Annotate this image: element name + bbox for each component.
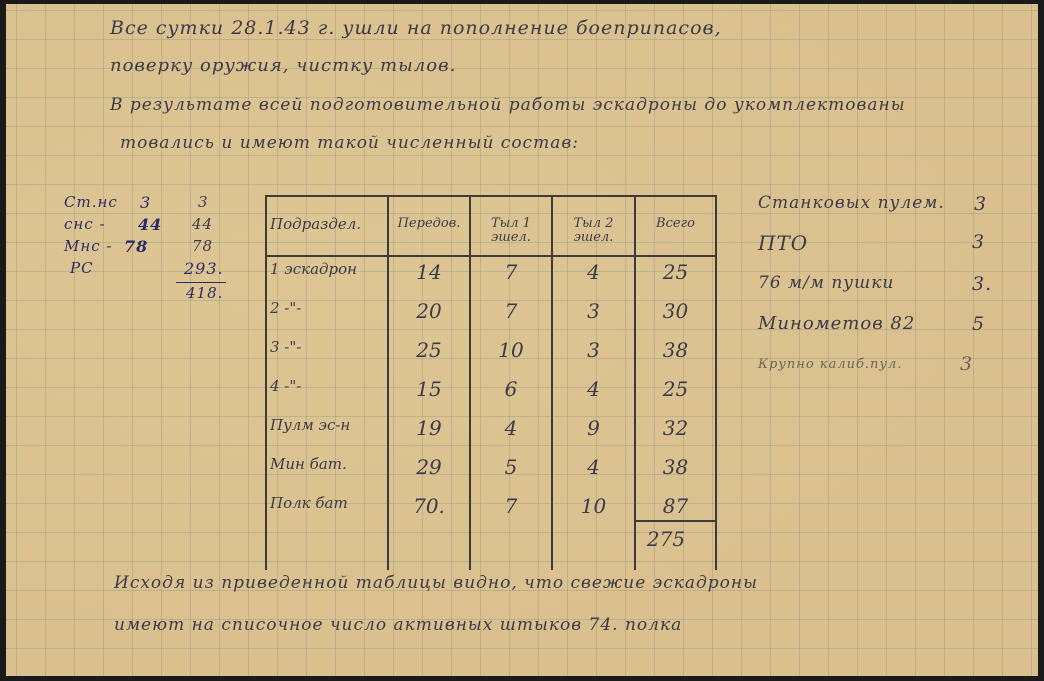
table-rule [551, 195, 553, 570]
table-cell: 4 -"- [270, 377, 302, 395]
table-cell: 3 [587, 299, 600, 323]
table-cell: 20 [416, 299, 442, 323]
note-total: 293. [184, 259, 224, 278]
table-cell: 7 [504, 494, 518, 518]
table-header: Всего [656, 216, 695, 231]
table-cell: 10 [498, 338, 524, 362]
table-cell: Пулм эс-н [270, 416, 351, 434]
table-cell: 25 [416, 338, 442, 362]
note-total: 44 [192, 215, 214, 233]
note-value: 78 [124, 237, 149, 256]
table-cell: 38 [662, 338, 689, 362]
text-line: Все сутки 28.1.43 г. ушли на пополнение … [110, 17, 722, 39]
text-line: товались и имеют такой численный состав: [120, 133, 579, 153]
note-value: 44 [138, 215, 163, 234]
table-cell: 9 [587, 416, 600, 440]
table-cell: 29 [416, 455, 442, 479]
table-cell: Полк бат [270, 494, 348, 512]
table-cell: 15 [416, 377, 442, 401]
text-line: В результате всей подготовительной работ… [110, 95, 906, 115]
weapon-label: ПТО [758, 231, 809, 255]
note-label: Мнс - [64, 237, 113, 255]
table-cell: 38 [662, 455, 689, 479]
table-cell: 14 [416, 260, 442, 284]
weapon-value: 5 [972, 313, 986, 335]
weapon-label: 76 м/м пушки [758, 273, 895, 293]
table-total: 275 [646, 527, 686, 551]
table-cell: 5 [504, 455, 518, 479]
table-header: Передов. [397, 216, 461, 231]
table-cell: 70. [413, 494, 445, 518]
note-value: 3 [140, 193, 152, 212]
table-header: Тыл 1 эшел. [491, 216, 531, 245]
weapon-label: Станковых пулем. [758, 193, 945, 213]
note-label: Ст.нс [64, 193, 118, 211]
table-cell: 7 [504, 260, 518, 284]
text-line: Исходя из приведенной таблицы видно, что… [114, 573, 758, 593]
table-cell: 3 [587, 338, 600, 362]
text-line: поверку оружия, чистку тылов. [110, 55, 457, 76]
weapon-label: Крупно калиб.пул. [758, 357, 903, 372]
table-cell: 4 [504, 416, 518, 440]
weapon-value: 3. [972, 273, 993, 295]
table-rule [634, 520, 717, 522]
table-cell: 6 [504, 377, 518, 401]
table-rule [387, 195, 389, 570]
table-cell: 7 [504, 299, 518, 323]
table-cell: 4 [587, 260, 600, 284]
weapon-label: Минометов 82 [758, 313, 916, 334]
table-cell: 32 [662, 416, 689, 440]
table-cell: 19 [416, 416, 442, 440]
table-cell: 2 -"- [270, 299, 302, 317]
table-cell: Мин бат. [270, 455, 347, 473]
note-total: 78 [192, 237, 214, 255]
table-cell: 4 [587, 377, 600, 401]
table-cell: 1 эскадрон [270, 260, 358, 278]
table-header: Тыл 2 эшел. [573, 216, 614, 245]
table-cell: 87 [662, 494, 689, 518]
weapon-value: 3 [972, 231, 986, 253]
table-cell: 25 [662, 260, 689, 284]
weapon-value: 3 [960, 353, 974, 375]
table-rule [265, 195, 267, 570]
note-total: 3 [198, 193, 209, 211]
table-cell: 25 [662, 377, 689, 401]
table-cell: 10 [580, 494, 607, 518]
weapon-value: 3 [974, 193, 988, 215]
note-label: снс - [64, 215, 106, 233]
table-header: Подраздел. [270, 215, 362, 233]
table-rule [634, 195, 636, 570]
table-cell: 30 [662, 299, 689, 323]
table-rule [265, 195, 717, 197]
document-page: Все сутки 28.1.43 г. ушли на пополнение … [6, 4, 1038, 676]
note-sum: 418. [186, 284, 224, 302]
text-line: имеют на списочное число активных штыков… [114, 615, 683, 635]
table-rule [469, 195, 471, 570]
note-label: РС [70, 259, 94, 277]
table-rule [265, 255, 717, 257]
table-cell: 3 -"- [270, 338, 302, 356]
table-cell: 4 [587, 455, 600, 479]
table-rule [715, 195, 717, 570]
